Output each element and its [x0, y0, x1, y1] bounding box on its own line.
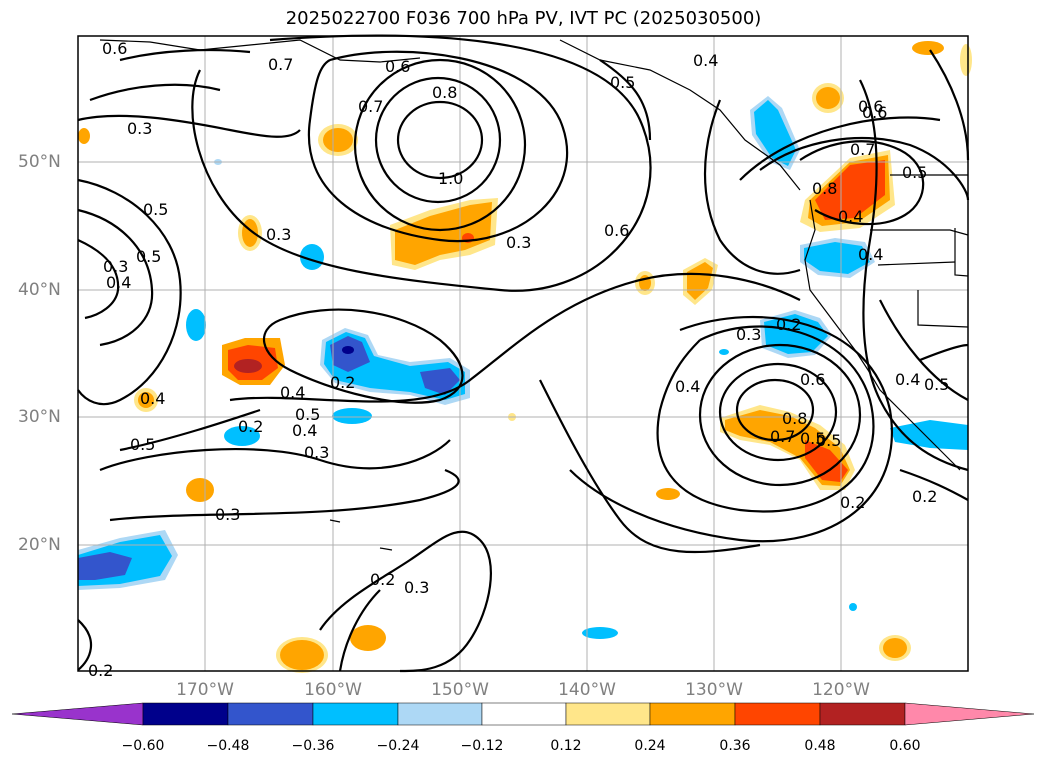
colorbar-bin — [397, 702, 483, 726]
colorbar-tick-label: −0.36 — [291, 738, 335, 754]
contour-label: 0.8 — [782, 409, 807, 428]
lon-label: 130°W — [685, 680, 743, 700]
contour-label: 0.4 — [675, 377, 700, 396]
contour-label: 0.4 — [292, 421, 317, 440]
lon-label: 160°W — [304, 680, 362, 700]
contour-label: 0.2 — [330, 373, 355, 392]
colorbar-bin — [734, 702, 821, 726]
contour-label: 0.4 — [895, 370, 920, 389]
lon-label: 120°W — [812, 680, 870, 700]
colorbar-tick-label: 0.36 — [719, 738, 751, 754]
contour-label: 0.5 — [816, 431, 841, 450]
contour-label: 0.7 — [850, 140, 875, 159]
contour-label: 0.6 — [385, 57, 410, 76]
contour-label: 0.3 — [304, 443, 329, 462]
lat-label: 50°N — [18, 152, 61, 172]
colorbar-bin — [819, 702, 906, 726]
colorbar-tick-label: −0.48 — [206, 738, 250, 754]
colorbar-min-arrow — [11, 702, 144, 726]
contour-label: 0.7 — [358, 97, 383, 116]
contour-label: 0.4 — [280, 383, 305, 402]
contour-label: 0.5 — [902, 163, 927, 182]
contour-label: 0.5 — [924, 375, 949, 394]
colorbar-tick-label: 0.60 — [889, 738, 921, 754]
colorbar — [11, 702, 1035, 726]
contour-label: 0.7 — [268, 55, 293, 74]
contour-label: 0.5 — [295, 405, 320, 424]
contour-label: 0.3 — [266, 225, 291, 244]
colorbar-bin — [565, 702, 651, 726]
map-frame — [77, 35, 969, 672]
lon-label: 170°W — [176, 680, 234, 700]
contour-label: 0.7 — [770, 427, 795, 446]
colorbar-tick-label: −0.12 — [460, 738, 504, 754]
contour-label: 0.2 — [840, 493, 865, 512]
contour-label: 0.5 — [130, 435, 155, 454]
contour-label-group: 0.6 0.7 0.6 0.5 0.4 0.5 0.7 0.8 0.3 1.0 … — [88, 39, 949, 680]
map-title: 2025022700 F036 700 hPa PV, IVT PC (2025… — [285, 8, 762, 29]
contour-label: 0.5 — [800, 429, 825, 448]
colorbar-max-arrow — [904, 702, 1035, 726]
contour-label: 0.4 — [838, 207, 863, 226]
contour-label: 0.2 — [776, 315, 801, 334]
contour-label: 0.3 — [215, 505, 240, 524]
colorbar-tick-label: −0.24 — [376, 738, 420, 754]
contour-label: 0.5 — [143, 200, 168, 219]
contour-label: 0.3 — [506, 233, 531, 252]
colorbar-tick-label: −0.60 — [121, 738, 165, 754]
contour-label: 0.4 — [140, 389, 165, 408]
coastlines — [99, 39, 969, 551]
contour-label: 0.8 — [432, 83, 457, 102]
contour-label: 0.6 — [604, 221, 629, 240]
contour-label: 0.3 — [736, 325, 761, 344]
contour-label: 0.6 — [800, 370, 825, 389]
colorbar-tick-label: 0.48 — [804, 738, 836, 754]
contour-label: 0.3 — [103, 257, 128, 276]
pv-contours — [77, 34, 970, 673]
colorbar-tick-label: 0.12 — [550, 738, 582, 754]
contour-label: 0.5 — [136, 247, 161, 266]
colorbar-bin — [481, 702, 567, 726]
contour-label: 0.4 — [106, 273, 131, 292]
colorbar-bin — [227, 702, 314, 726]
colorbar-bin — [649, 702, 736, 726]
contour-label: 0.6 — [862, 103, 887, 122]
colorbar-tick-label: 0.24 — [634, 738, 666, 754]
contour-label: 0.2 — [238, 417, 263, 436]
colorbar-bin — [142, 702, 229, 726]
contour-label: 1.0 — [438, 169, 463, 188]
lat-label: 30°N — [18, 407, 61, 427]
contour-label: 0.8 — [812, 179, 837, 198]
colorbar-bin — [312, 702, 399, 726]
contour-label: 0.6 — [102, 39, 127, 58]
contour-label: 0.3 — [404, 578, 429, 597]
contour-label: 0.5 — [610, 73, 635, 92]
lat-label: 40°N — [18, 280, 61, 300]
contour-label: 0.4 — [858, 245, 883, 264]
contour-label: 0.2 — [370, 570, 395, 589]
contour-label: 0.4 — [693, 51, 718, 70]
contour-label: 0.2 — [912, 487, 937, 506]
contour-label: 0.6 — [858, 97, 883, 116]
lon-label: 150°W — [431, 680, 489, 700]
lon-label: 140°W — [558, 680, 616, 700]
contour-label: 0.3 — [127, 119, 152, 138]
lat-label: 20°N — [18, 535, 61, 555]
